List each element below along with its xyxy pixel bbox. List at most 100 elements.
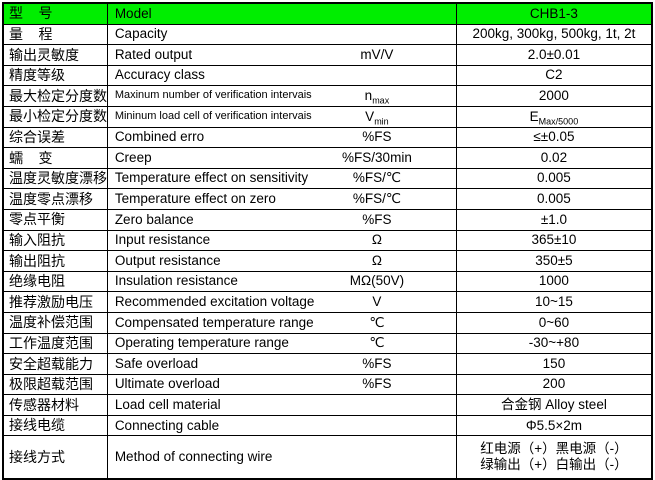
header-en-label: Model (114, 5, 152, 21)
table-row: 零点平衡 Zero balance %FS ±1.0 (3, 208, 652, 231)
table-row: 综合误差 Combined erro %FS ≤±0.05 (3, 126, 652, 148)
spec-cn-label: 推荐激励电压 (3, 291, 108, 313)
spec-unit: ℃ (332, 332, 457, 354)
table-row: 推荐激励电压 Recommended excitation voltage V 10~… (3, 291, 652, 313)
spec-cn-label: 工作温度范围 (3, 332, 108, 354)
table-row: 最小检定分度数 Mininum load cell of verification… (3, 105, 652, 128)
spec-en-label: Connecting cable (107, 414, 332, 436)
spec-cn-label: 最大检定分度数 (3, 85, 108, 107)
spec-unit: %FS (332, 373, 457, 395)
spec-cn-label: 输出灵敏度 (3, 44, 108, 66)
spec-unit: Vmin (332, 105, 457, 128)
spec-value: 0.02 (456, 147, 652, 169)
spec-table-body: 量 程 Capacity 200kg, 300kg, 500kg, 1t, 2t 输出… (3, 23, 652, 480)
spec-value: 365±10 (456, 229, 652, 251)
spec-en-label: Operating temperature range (107, 332, 332, 354)
table-header-row: 型 号 Model CHB1-3 (3, 3, 652, 25)
table-row: 输出灵敏度 Rated output mV/V 2.0±0.01 (3, 44, 652, 66)
spec-unit (332, 64, 457, 86)
spec-unit (332, 414, 457, 436)
spec-cn-label: 最小检定分度数 (3, 105, 108, 128)
spec-en-label: Recommended excitation voltage (107, 291, 332, 313)
spec-cn-label: 温度补偿范围 (3, 311, 108, 333)
spec-unit: %FS/℃ (332, 167, 457, 189)
spec-unit: ℃ (332, 311, 457, 333)
table-row: 输入阻抗 Input resistance Ω 365±10 (3, 229, 652, 251)
table-row: 温度零点漂移 Temperature effect on zero %FS/℃ 0.0… (3, 188, 652, 210)
spec-unit: nmax (332, 85, 457, 107)
table-row: 传感器材料 Load cell material 合金钢 Alloy steel (3, 394, 652, 416)
spec-en-label: Mininum load cell of verification interv… (107, 105, 332, 128)
spec-value: 200 (456, 373, 652, 395)
table-row: 量 程 Capacity 200kg, 300kg, 500kg, 1t, 2t (3, 23, 652, 45)
table-row: 温度补偿范围 Compensated temperature range ℃ 0~60 (3, 311, 652, 333)
spec-cn-label: 综合误差 (3, 126, 108, 148)
spec-unit (332, 435, 457, 480)
spec-unit: %FS/℃ (332, 188, 457, 210)
spec-en-label: Ultimate overload (107, 373, 332, 395)
spec-en-label: Load cell material (107, 394, 332, 416)
spec-value: 150 (456, 353, 652, 375)
spec-en-label: Zero balance (107, 208, 332, 231)
spec-unit: mV/V (332, 44, 457, 66)
spec-unit (332, 23, 457, 45)
spec-value: 合金钢 Alloy steel (456, 394, 652, 416)
header-unit-cell (332, 3, 457, 25)
table-row: 输出阻抗 Output resistance Ω 350±5 (3, 250, 652, 272)
spec-en-label: Temperature effect on sensitivity (107, 167, 332, 189)
table-row: 工作温度范围 Operating temperature range ℃ -30~+8… (3, 332, 652, 354)
spec-cn-label: 精度等级 (3, 64, 108, 86)
spec-value: 0.005 (456, 167, 652, 189)
spec-en-label: Method of connecting wire (107, 435, 332, 480)
table-row: 精度等级 Accuracy class C2 (3, 64, 652, 86)
spec-value: 2.0±0.01 (456, 44, 652, 66)
spec-unit: %FS/30min (332, 147, 457, 169)
header-cn-label: 型 号 (3, 3, 108, 25)
spec-en-label: Capacity (107, 23, 332, 45)
spec-value: 1000 (456, 270, 652, 292)
spec-unit: %FS (332, 353, 457, 375)
table-row: 蠕 变 Creep %FS/30min 0.02 (3, 147, 652, 169)
spec-en-label: Accuracy class (107, 64, 332, 86)
spec-value: 10~15 (456, 291, 652, 313)
spec-cn-label: 接线电缆 (3, 414, 108, 436)
spec-en-label: Safe overload (107, 353, 332, 375)
table-row: 极限超载范围 Ultimate overload %FS 200 (3, 373, 652, 395)
spec-value: 200kg, 300kg, 500kg, 1t, 2t (456, 23, 652, 45)
spec-en-label: Maxinum number of verification intervais (107, 85, 332, 107)
spec-unit: V (332, 291, 457, 313)
spec-en-label: Compensated temperature range (107, 311, 332, 333)
spec-cn-label: 极限超载范围 (3, 373, 108, 395)
table-row: 绝缘电阻 Insulation resistance MΩ(50V) 1000 (3, 270, 652, 292)
spec-en-label: Input resistance (107, 229, 332, 251)
spec-cn-label: 零点平衡 (3, 208, 108, 231)
spec-cn-label: 传感器材料 (3, 394, 108, 416)
spec-cn-label: 输出阻抗 (3, 250, 108, 272)
spec-value: ≤±0.05 (456, 126, 652, 148)
table-row: 安全超载能力 Safe overload %FS 150 (3, 353, 652, 375)
spec-value: 0~60 (456, 311, 652, 333)
spec-value: 0.005 (456, 188, 652, 210)
spec-cn-label: 输入阻抗 (3, 229, 108, 251)
spec-value: Φ5.5×2m (456, 414, 652, 436)
spec-value: EMax/5000 (456, 105, 652, 128)
spec-cn-label: 绝缘电阻 (3, 270, 108, 292)
spec-unit (332, 394, 457, 416)
spec-cn-label: 温度灵敏度漂移 (3, 167, 108, 189)
table-row: 温度灵敏度漂移 Temperature effect on sensitivity… (3, 167, 652, 189)
table-row: 接线方式 Method of connecting wire 红电源（+）黑电源（-… (3, 435, 652, 480)
spec-en-label: Insulation resistance (107, 270, 332, 292)
spec-cn-label: 蠕 变 (3, 147, 108, 169)
spec-unit: %FS (332, 126, 457, 148)
spec-value: C2 (456, 64, 652, 86)
spec-cn-label: 安全超载能力 (3, 353, 108, 375)
spec-value: -30~+80 (456, 332, 652, 354)
spec-unit: Ω (332, 250, 457, 272)
spec-unit: MΩ(50V) (332, 270, 457, 292)
spec-en-label: Combined erro (107, 126, 332, 148)
spec-en-label: Output resistance (107, 250, 332, 272)
spec-cn-label: 接线方式 (3, 435, 108, 480)
spec-cn-label: 量 程 (3, 23, 108, 45)
spec-value: 350±5 (456, 250, 652, 272)
